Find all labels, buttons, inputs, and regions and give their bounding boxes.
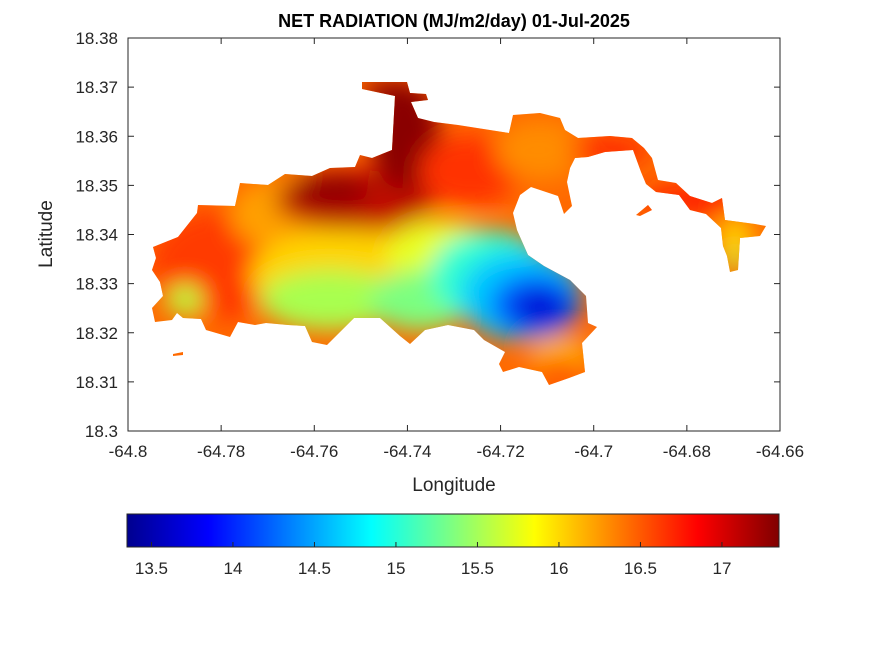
y-tick-label: 18.33: [75, 275, 118, 294]
colorbar-tick-label: 16: [549, 559, 568, 578]
y-tick-label: 18.35: [75, 176, 118, 195]
colorbar-axis: 13.5 14 14.5 15 15.5 16 16.5 17: [135, 542, 731, 578]
x-axis: -64.8 -64.78 -64.76 -64.74 -64.72 -64.7 -64.68…: [109, 38, 804, 461]
x-tick-label: -64.7: [574, 442, 613, 461]
chart-title: NET RADIATION (MJ/m2/day) 01-Jul-2025: [278, 11, 630, 31]
x-tick-label: -64.78: [197, 442, 245, 461]
y-axis-label: Latitude: [36, 200, 57, 268]
x-tick-label: -64.72: [476, 442, 524, 461]
colorbar-tick-label: 14: [223, 559, 242, 578]
x-tick-label: -64.8: [109, 442, 148, 461]
colorbar-tick-label: 16.5: [624, 559, 657, 578]
y-axis: 18.3818.3718.3618.3518.3418.3318.3218.31…: [75, 29, 780, 441]
y-tick-label: 18.3: [85, 422, 118, 441]
x-tick-label: -64.76: [290, 442, 338, 461]
x-axis-label: Longitude: [412, 475, 495, 496]
y-tick-label: 18.32: [75, 324, 118, 343]
y-tick-label: 18.31: [75, 373, 118, 392]
y-tick-label: 18.38: [75, 29, 118, 48]
x-tick-label: -64.66: [756, 442, 804, 461]
x-tick-label: -64.74: [383, 442, 431, 461]
y-tick-label: 18.36: [75, 127, 118, 146]
colorbar-tick-label: 15.5: [461, 559, 494, 578]
colorbar-tick-label: 14.5: [298, 559, 331, 578]
y-tick-label: 18.37: [75, 78, 118, 97]
colorbar-tick-label: 13.5: [135, 559, 168, 578]
colorbar-tick-label: 17: [712, 559, 731, 578]
y-tick-label: 18.34: [75, 226, 118, 245]
colorbar-tick-label: 15: [386, 559, 405, 578]
x-tick-label: -64.68: [663, 442, 711, 461]
colorbar: [126, 513, 780, 548]
